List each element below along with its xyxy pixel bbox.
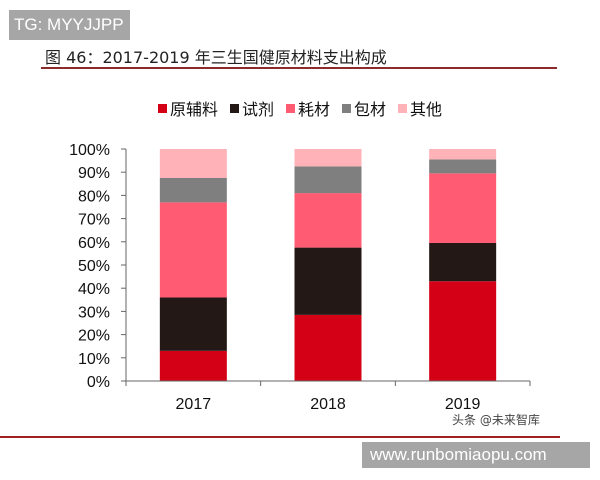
x-tick-label: 2018 (310, 396, 346, 413)
bar-segment (294, 149, 362, 167)
bar-segment (159, 350, 227, 381)
bar-segment (159, 178, 227, 203)
bar-segment (429, 149, 497, 160)
bar-segment (294, 314, 362, 381)
bar-segment (429, 281, 497, 381)
watermark-bottom: www.runbomiaopu.com (362, 442, 590, 468)
legend-label: 原辅料 (169, 100, 218, 119)
y-tick-label: 40% (78, 281, 110, 298)
y-tick-label: 20% (78, 328, 110, 345)
source-mark: 头条 @未来智库 (452, 413, 540, 427)
legend: 原辅料 试剂 耗材 包材 其他 (0, 96, 600, 120)
y-tick-label: 10% (78, 351, 110, 368)
legend-item: 原辅料 (157, 96, 218, 120)
x-tick-label: 2017 (176, 396, 212, 413)
y-tick-label: 0% (87, 374, 110, 391)
bar-segment (429, 159, 497, 174)
bottom-divider (0, 436, 560, 438)
bar-segment (294, 193, 362, 248)
y-tick-label: 30% (78, 304, 110, 321)
chart-title: 图 46：2017-2019 年三生国健原材料支出构成 (45, 48, 387, 67)
legend-item: 其他 (398, 96, 442, 120)
legend-item: 包材 (342, 96, 386, 120)
legend-item: 耗材 (285, 96, 330, 120)
legend-swatch (342, 103, 351, 113)
x-tick-label: 2019 (445, 396, 481, 413)
legend-label: 耗材 (297, 100, 330, 119)
y-tick-label: 70% (78, 212, 110, 229)
y-tick-label: 100% (69, 142, 110, 159)
y-tick-label: 50% (78, 258, 110, 275)
bar-segment (159, 202, 227, 298)
legend-label: 试剂 (241, 100, 274, 119)
bar-segment (429, 242, 497, 282)
legend-swatch (229, 103, 239, 113)
y-tick-label: 90% (78, 165, 110, 182)
bar-segment (294, 247, 362, 315)
y-tick-label: 60% (78, 235, 110, 252)
legend-label: 其他 (410, 100, 443, 119)
legend-swatch (285, 103, 295, 113)
legend-label: 包材 (354, 100, 387, 119)
legend-swatch (157, 103, 167, 113)
legend-item: 试剂 (229, 96, 274, 120)
bar-segment (429, 173, 497, 243)
bar-segment (159, 149, 227, 178)
legend-swatch (398, 103, 408, 113)
title-divider (41, 67, 557, 69)
y-tick-label: 80% (78, 188, 110, 205)
watermark-top: TG: MYYJJPP (9, 10, 130, 40)
bar-segment (294, 166, 362, 194)
bar-segment (159, 297, 227, 351)
